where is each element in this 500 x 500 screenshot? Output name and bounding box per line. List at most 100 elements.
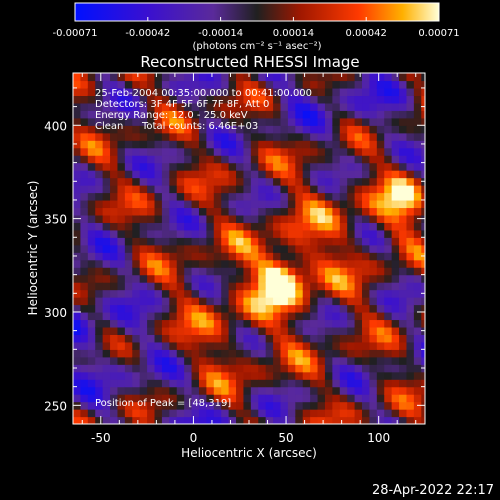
colorbar-tick-label: 0.00014 <box>273 28 314 39</box>
heatmap-cell <box>154 177 163 186</box>
heatmap-cell <box>95 207 104 216</box>
heatmap-cell <box>80 349 89 358</box>
heatmap-cell <box>362 341 371 350</box>
heatmap-cell <box>80 80 89 89</box>
heatmap-cell <box>147 252 156 261</box>
heatmap-cell <box>406 207 415 216</box>
heatmap-cell <box>332 162 341 171</box>
heatmap-cell <box>206 334 215 343</box>
heatmap-cell <box>391 252 400 261</box>
heatmap-cell <box>354 214 363 223</box>
heatmap-cell <box>391 326 400 335</box>
heatmap-cell <box>102 237 111 246</box>
heatmap-cell <box>332 244 341 253</box>
heatmap-cell <box>132 214 141 223</box>
heatmap-cell <box>110 356 119 365</box>
heatmap-cell <box>258 237 267 246</box>
heatmap-cell <box>362 162 371 171</box>
heatmap-cell <box>369 326 378 335</box>
heatmap-cell <box>376 199 385 209</box>
heatmap-cell <box>198 394 207 403</box>
heatmap-cell <box>198 289 207 298</box>
heatmap-cell <box>384 110 393 119</box>
heatmap-cell <box>176 155 185 164</box>
heatmap-cell <box>317 416 326 424</box>
y-tick-label: 350 <box>44 213 67 227</box>
heatmap-cell <box>250 304 259 313</box>
heatmap-cell <box>324 155 333 164</box>
heatmap-cell <box>354 394 363 403</box>
heatmap-cell <box>354 311 363 321</box>
heatmap-cell <box>184 125 193 134</box>
heatmap-cell <box>280 274 289 283</box>
heatmap-cell <box>362 311 371 321</box>
heatmap-cell <box>250 274 259 283</box>
heatmap-cell <box>250 394 259 403</box>
heatmap-cell <box>213 311 222 321</box>
heatmap-cell <box>228 237 237 246</box>
heatmap-cell <box>399 170 408 179</box>
heatmap-cell <box>198 252 207 261</box>
heatmap-cell <box>287 110 296 119</box>
heatmap-cell <box>236 267 245 276</box>
heatmap-cell <box>73 140 82 149</box>
heatmap-cell <box>221 289 230 298</box>
heatmap-cell <box>102 207 111 216</box>
heatmap-cell <box>102 132 111 141</box>
heatmap-cell <box>406 274 415 283</box>
heatmap-cell <box>391 192 400 201</box>
heatmap-cell <box>184 95 193 104</box>
heatmap-cell <box>339 416 348 424</box>
heatmap-cell <box>176 222 185 231</box>
heatmap-cell <box>399 364 408 373</box>
heatmap-cell <box>399 356 408 365</box>
heatmap-cell <box>184 304 193 313</box>
heatmap-cell <box>80 244 89 253</box>
heatmap-cell <box>287 416 296 424</box>
heatmap-cell <box>213 394 222 403</box>
heatmap-cell <box>139 132 148 141</box>
heatmap-cell <box>80 117 89 126</box>
heatmap-cell <box>280 140 289 149</box>
heatmap-cell <box>213 177 222 186</box>
heatmap-cell <box>273 207 282 216</box>
heatmap-cell <box>87 95 96 104</box>
heatmap-cell <box>228 379 237 388</box>
heatmap-cell <box>139 267 148 276</box>
heatmap-cell <box>87 199 96 209</box>
heatmap-cell <box>258 110 267 119</box>
heatmap-cell <box>206 274 215 283</box>
heatmap-cell <box>147 259 156 268</box>
heatmap-cell <box>362 102 371 111</box>
heatmap-cell <box>280 267 289 276</box>
heatmap-cell <box>384 170 393 179</box>
heatmap-cell <box>228 349 237 358</box>
heatmap-cell <box>265 117 274 126</box>
heatmap-cell <box>228 289 237 298</box>
heatmap-cell <box>87 289 96 298</box>
heatmap-cell <box>384 177 393 186</box>
heatmap-cell <box>191 132 200 141</box>
heatmap-cell <box>95 214 104 223</box>
heatmap-cell <box>124 394 133 403</box>
heatmap-cell <box>421 155 425 164</box>
heatmap-cell <box>198 199 207 209</box>
heatmap-cell <box>198 132 207 141</box>
heatmap-cell <box>236 364 245 373</box>
heatmap-cell <box>154 349 163 358</box>
heatmap-cell <box>258 334 267 343</box>
heatmap-cell <box>391 199 400 209</box>
heatmap-cell <box>406 304 415 313</box>
heatmap-cell <box>280 356 289 365</box>
heatmap-cell <box>273 177 282 186</box>
heatmap-cell <box>213 237 222 246</box>
heatmap-cell <box>124 140 133 149</box>
heatmap-cell <box>191 95 200 104</box>
heatmap-cell <box>243 259 252 268</box>
heatmap-cell <box>265 349 274 358</box>
heatmap-cell <box>154 297 163 306</box>
heatmap-cell <box>169 170 178 179</box>
heatmap-cell <box>236 259 245 268</box>
heatmap-cell <box>339 386 348 395</box>
heatmap-cell <box>421 297 425 306</box>
